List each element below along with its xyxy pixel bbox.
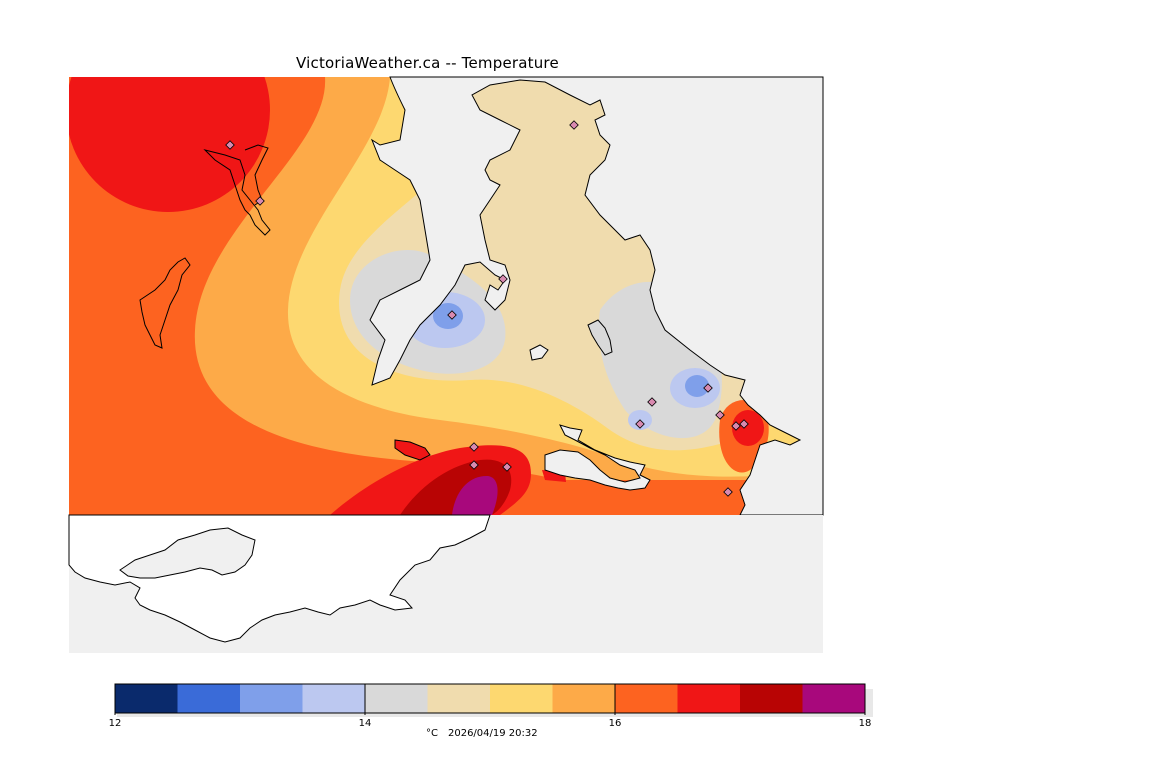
- inlet-saanich: [369, 76, 824, 516]
- station-marker[interactable]: [731, 421, 741, 431]
- islands: [139, 144, 651, 491]
- island-north-west: [203, 149, 271, 236]
- legend-unit: °C: [426, 728, 438, 739]
- legend-tick-label: 14: [359, 718, 372, 729]
- band-13-west: [433, 303, 463, 329]
- legend-swatch: [177, 684, 240, 713]
- legend-swatch: [802, 684, 865, 713]
- legend-swatch: [490, 684, 553, 713]
- island-south: [394, 439, 431, 461]
- legend-swatch: [677, 684, 740, 713]
- legend-swatch: [552, 684, 615, 713]
- legend-tick-label: 18: [859, 718, 872, 729]
- station-marker[interactable]: [715, 410, 725, 420]
- island-james: [529, 344, 549, 361]
- station-marker[interactable]: [703, 383, 713, 393]
- station-marker[interactable]: [502, 462, 512, 472]
- map-title: VictoriaWeather.ca -- Temperature: [296, 54, 559, 72]
- legend-ticks: 12 14 16 18: [109, 684, 872, 729]
- lake-crescent: [119, 527, 256, 579]
- legend-tick-label: 16: [609, 718, 622, 729]
- station-marker[interactable]: [255, 196, 265, 206]
- station-marker[interactable]: [739, 419, 749, 429]
- legend-caption: °C 2026/04/19 20:32: [426, 728, 548, 739]
- lower-region: [68, 514, 823, 653]
- station-marker[interactable]: [469, 442, 479, 452]
- legend-swatch: [427, 684, 490, 713]
- station-marker[interactable]: [498, 274, 508, 284]
- station-marker[interactable]: [647, 397, 657, 407]
- station-marker[interactable]: [635, 419, 645, 429]
- legend-swatch: [365, 684, 428, 713]
- band-16-5-north: [69, 77, 270, 212]
- water-areas: [369, 76, 824, 516]
- legend-swatch: [302, 684, 365, 713]
- station-marker[interactable]: [225, 140, 235, 150]
- band-13-east: [685, 375, 709, 397]
- station-marker[interactable]: [569, 120, 579, 130]
- station-marker[interactable]: [469, 460, 479, 470]
- legend-swatch: [615, 684, 678, 713]
- station-marker[interactable]: [723, 487, 733, 497]
- legend-swatches: [114, 683, 866, 714]
- island-west: [139, 257, 191, 349]
- station-markers: [225, 120, 749, 497]
- station-marker[interactable]: [447, 310, 457, 320]
- band-17-5-south: [452, 475, 498, 515]
- band-16-5-east: [732, 410, 764, 446]
- legend-swatch: [115, 684, 178, 713]
- coast-south-strip: [544, 424, 651, 491]
- legend-swatch: [240, 684, 303, 713]
- legend-swatch: [740, 684, 803, 713]
- legend-tick-label: 12: [109, 718, 122, 729]
- legend-timestamp: 2026/04/19 20:32: [447, 728, 538, 739]
- island-sidney: [587, 319, 613, 356]
